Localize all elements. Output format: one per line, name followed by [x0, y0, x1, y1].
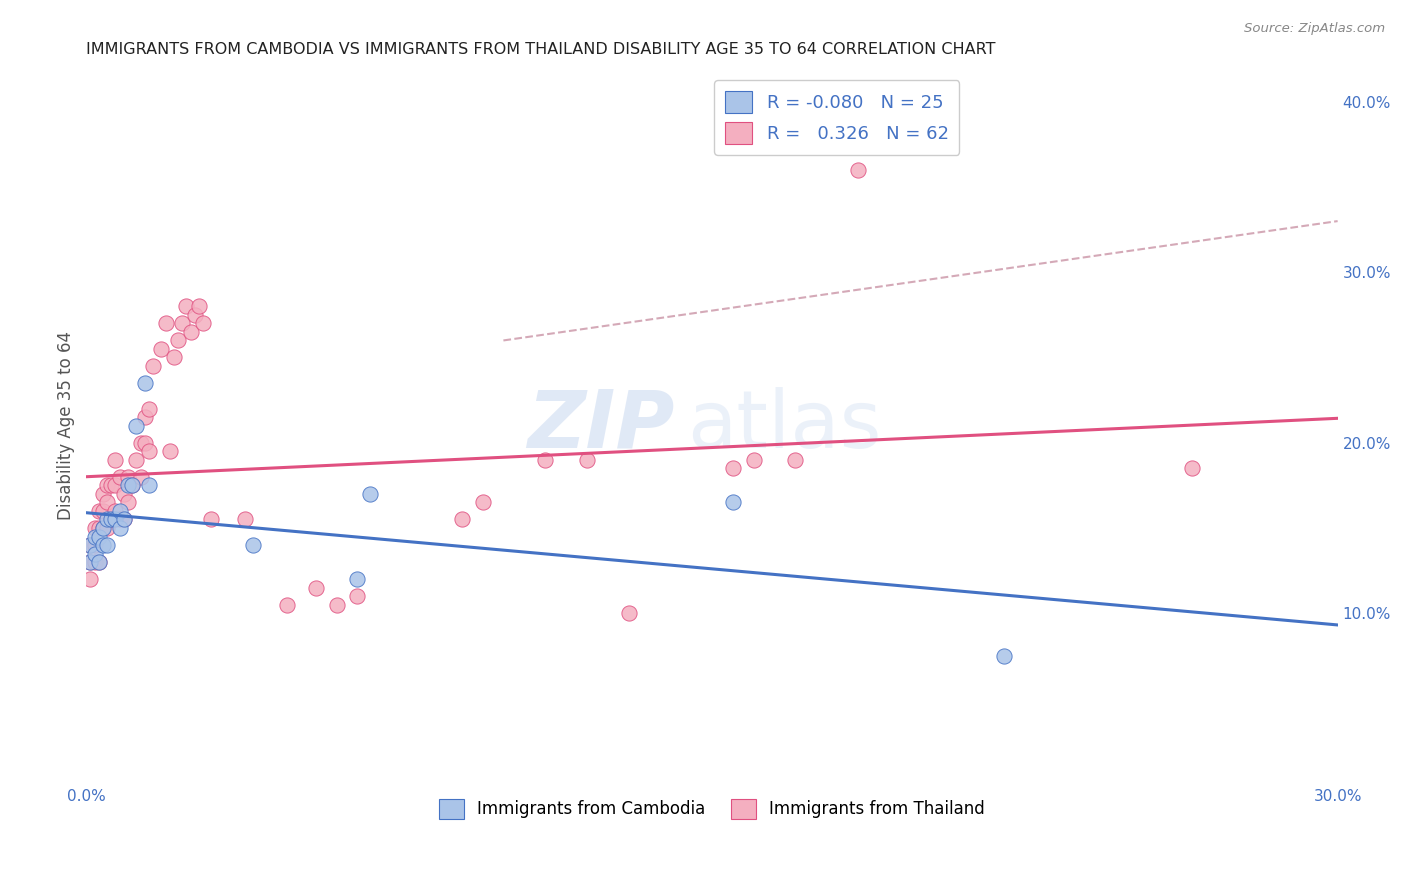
Point	[91, 521, 114, 535]
Point	[79, 555, 101, 569]
Point	[359, 487, 381, 501]
Point	[785, 452, 807, 467]
Point	[176, 299, 198, 313]
Point	[96, 478, 118, 492]
Text: Source: ZipAtlas.com: Source: ZipAtlas.com	[1244, 22, 1385, 36]
Point	[305, 581, 328, 595]
Point	[96, 495, 118, 509]
Text: atlas: atlas	[688, 387, 882, 465]
Point	[108, 512, 131, 526]
Point	[325, 598, 347, 612]
Point	[534, 452, 557, 467]
Point	[346, 589, 368, 603]
Point	[276, 598, 298, 612]
Point	[87, 504, 110, 518]
Point	[1181, 461, 1204, 475]
Point	[91, 504, 114, 518]
Point	[191, 317, 214, 331]
Point	[91, 538, 114, 552]
Point	[87, 529, 110, 543]
Point	[142, 359, 165, 373]
Point	[117, 470, 139, 484]
Point	[112, 487, 135, 501]
Point	[83, 521, 105, 535]
Point	[96, 521, 118, 535]
Point	[83, 555, 105, 569]
Point	[138, 444, 160, 458]
Point	[121, 478, 143, 492]
Point	[112, 512, 135, 526]
Point	[83, 529, 105, 543]
Text: ZIP: ZIP	[527, 387, 675, 465]
Point	[721, 495, 744, 509]
Point	[993, 648, 1015, 663]
Point	[450, 512, 472, 526]
Point	[96, 538, 118, 552]
Point	[742, 452, 765, 467]
Point	[172, 317, 194, 331]
Point	[79, 538, 101, 552]
Point	[167, 334, 190, 348]
Point	[575, 452, 598, 467]
Point	[87, 555, 110, 569]
Point	[617, 606, 640, 620]
Point	[159, 444, 181, 458]
Point	[83, 547, 105, 561]
Point	[125, 418, 148, 433]
Point	[79, 538, 101, 552]
Point	[134, 435, 156, 450]
Text: IMMIGRANTS FROM CAMBODIA VS IMMIGRANTS FROM THAILAND DISABILITY AGE 35 TO 64 COR: IMMIGRANTS FROM CAMBODIA VS IMMIGRANTS F…	[86, 42, 995, 57]
Point	[121, 478, 143, 492]
Point	[134, 376, 156, 390]
Point	[96, 512, 118, 526]
Point	[91, 521, 114, 535]
Point	[125, 452, 148, 467]
Point	[104, 452, 127, 467]
Point	[180, 325, 202, 339]
Point	[117, 478, 139, 492]
Point	[117, 495, 139, 509]
Point	[112, 512, 135, 526]
Point	[83, 538, 105, 552]
Y-axis label: Disability Age 35 to 64: Disability Age 35 to 64	[58, 331, 75, 520]
Point	[104, 478, 127, 492]
Point	[100, 512, 122, 526]
Point	[87, 555, 110, 569]
Point	[108, 470, 131, 484]
Point	[184, 308, 207, 322]
Point	[100, 478, 122, 492]
Point	[104, 512, 127, 526]
Point	[200, 512, 222, 526]
Point	[721, 461, 744, 475]
Point	[150, 342, 173, 356]
Point	[100, 512, 122, 526]
Point	[471, 495, 494, 509]
Point	[346, 572, 368, 586]
Point	[87, 521, 110, 535]
Point	[138, 478, 160, 492]
Point	[79, 555, 101, 569]
Point	[91, 487, 114, 501]
Point	[242, 538, 264, 552]
Point	[233, 512, 256, 526]
Point	[129, 435, 152, 450]
Point	[138, 401, 160, 416]
Point	[108, 521, 131, 535]
Point	[129, 470, 152, 484]
Point	[187, 299, 209, 313]
Point	[155, 317, 177, 331]
Legend: Immigrants from Cambodia, Immigrants from Thailand: Immigrants from Cambodia, Immigrants fro…	[433, 792, 991, 825]
Point	[846, 163, 869, 178]
Point	[134, 410, 156, 425]
Point	[79, 572, 101, 586]
Point	[163, 351, 186, 365]
Point	[104, 504, 127, 518]
Point	[108, 504, 131, 518]
